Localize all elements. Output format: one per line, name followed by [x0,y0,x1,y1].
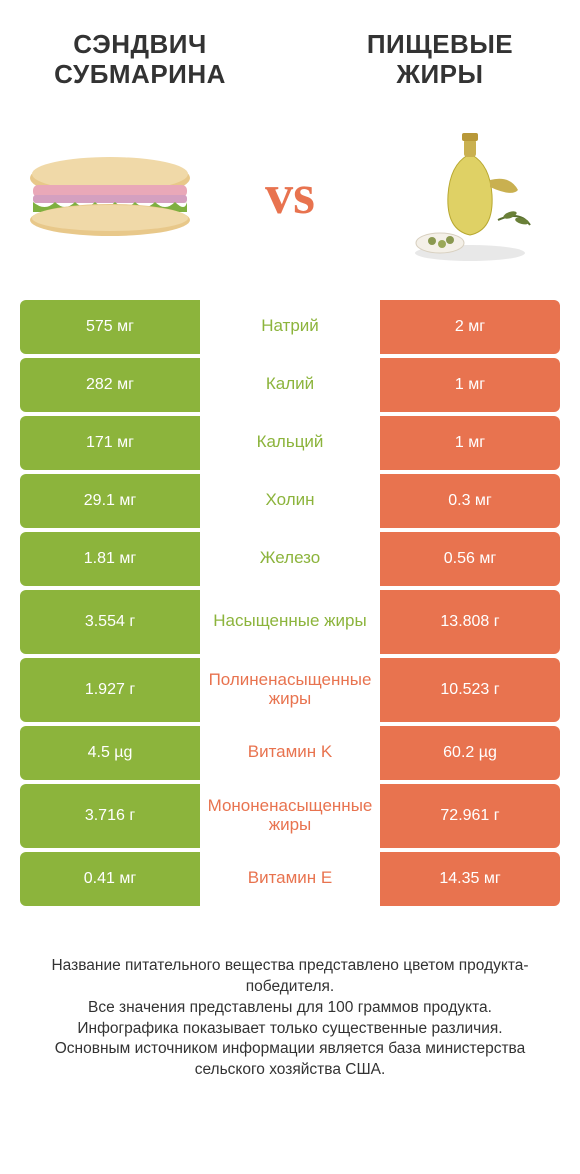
value-left: 171 мг [20,416,200,470]
table-row: 0.41 мгВитамин E14.35 мг [20,852,560,906]
table-row: 4.5 µgВитамин K60.2 µg [20,726,560,780]
table-row: 1.81 мгЖелезо0.56 мг [20,532,560,586]
nutrient-label: Натрий [200,300,380,354]
value-left: 1.81 мг [20,532,200,586]
value-right: 14.35 мг [380,852,560,906]
value-left: 0.41 мг [20,852,200,906]
table-row: 282 мгКалий1 мг [20,358,560,412]
value-right: 1 мг [380,416,560,470]
value-right: 0.3 мг [380,474,560,528]
value-left: 3.716 г [20,784,200,848]
table-row: 3.554 гНасыщенные жиры13.808 г [20,590,560,654]
value-right: 1 мг [380,358,560,412]
value-left: 4.5 µg [20,726,200,780]
nutrient-label: Витамин E [200,852,380,906]
nutrient-label: Железо [200,532,380,586]
footer-text: Название питательного вещества представл… [20,956,560,1082]
nutrient-label: Кальций [200,416,380,470]
header: СЭНДВИЧ СУБМАРИНА ПИЩЕВЫЕ ЖИРЫ [0,0,580,100]
vs-label: vs [265,163,315,227]
table-row: 1.927 гПолиненасыщенные жиры10.523 г [20,658,560,722]
value-right: 72.961 г [380,784,560,848]
value-left: 1.927 г [20,658,200,722]
table-row: 3.716 гМононенасыщенные жиры72.961 г [20,784,560,848]
images-row: vs [0,100,580,300]
comparison-table: 575 мгНатрий2 мг282 мгКалий1 мг171 мгКал… [20,300,560,906]
value-left: 3.554 г [20,590,200,654]
sandwich-image [25,130,195,260]
value-right: 13.808 г [380,590,560,654]
oil-image [385,130,555,260]
title-left: СЭНДВИЧ СУБМАРИНА [40,30,240,90]
value-right: 10.523 г [380,658,560,722]
table-row: 171 мгКальций1 мг [20,416,560,470]
value-left: 575 мг [20,300,200,354]
nutrient-label: Насыщенные жиры [200,590,380,654]
nutrient-label: Калий [200,358,380,412]
title-right: ПИЩЕВЫЕ ЖИРЫ [340,30,540,90]
nutrient-label: Полиненасыщенные жиры [200,658,380,722]
value-right: 60.2 µg [380,726,560,780]
value-right: 0.56 мг [380,532,560,586]
nutrient-label: Витамин K [200,726,380,780]
nutrient-label: Холин [200,474,380,528]
value-right: 2 мг [380,300,560,354]
table-row: 29.1 мгХолин0.3 мг [20,474,560,528]
value-left: 282 мг [20,358,200,412]
value-left: 29.1 мг [20,474,200,528]
table-row: 575 мгНатрий2 мг [20,300,560,354]
nutrient-label: Мононенасыщенные жиры [200,784,380,848]
